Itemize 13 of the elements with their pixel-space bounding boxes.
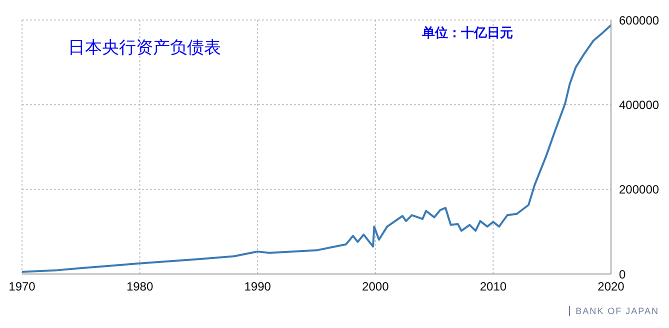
x-tick-label: 2010 bbox=[480, 280, 507, 294]
annotation: 单位：十亿日元 bbox=[422, 24, 513, 42]
x-tick-label: 2000 bbox=[362, 280, 390, 294]
x-tick-label: 2020 bbox=[598, 280, 625, 294]
text: BANK OF JAPAN bbox=[568, 306, 659, 316]
x-tick-label: 1990 bbox=[244, 280, 272, 294]
y-tick-label: 400000 bbox=[619, 98, 660, 112]
y-tick-label: 600000 bbox=[619, 13, 660, 28]
x-tick-label: 1970 bbox=[8, 280, 36, 294]
text: 日本央行资产负债表 bbox=[68, 37, 221, 59]
x-tick-label: 1980 bbox=[126, 280, 154, 294]
y-tick-label: 200000 bbox=[619, 182, 660, 197]
y-tick-label: 0 bbox=[619, 267, 626, 282]
